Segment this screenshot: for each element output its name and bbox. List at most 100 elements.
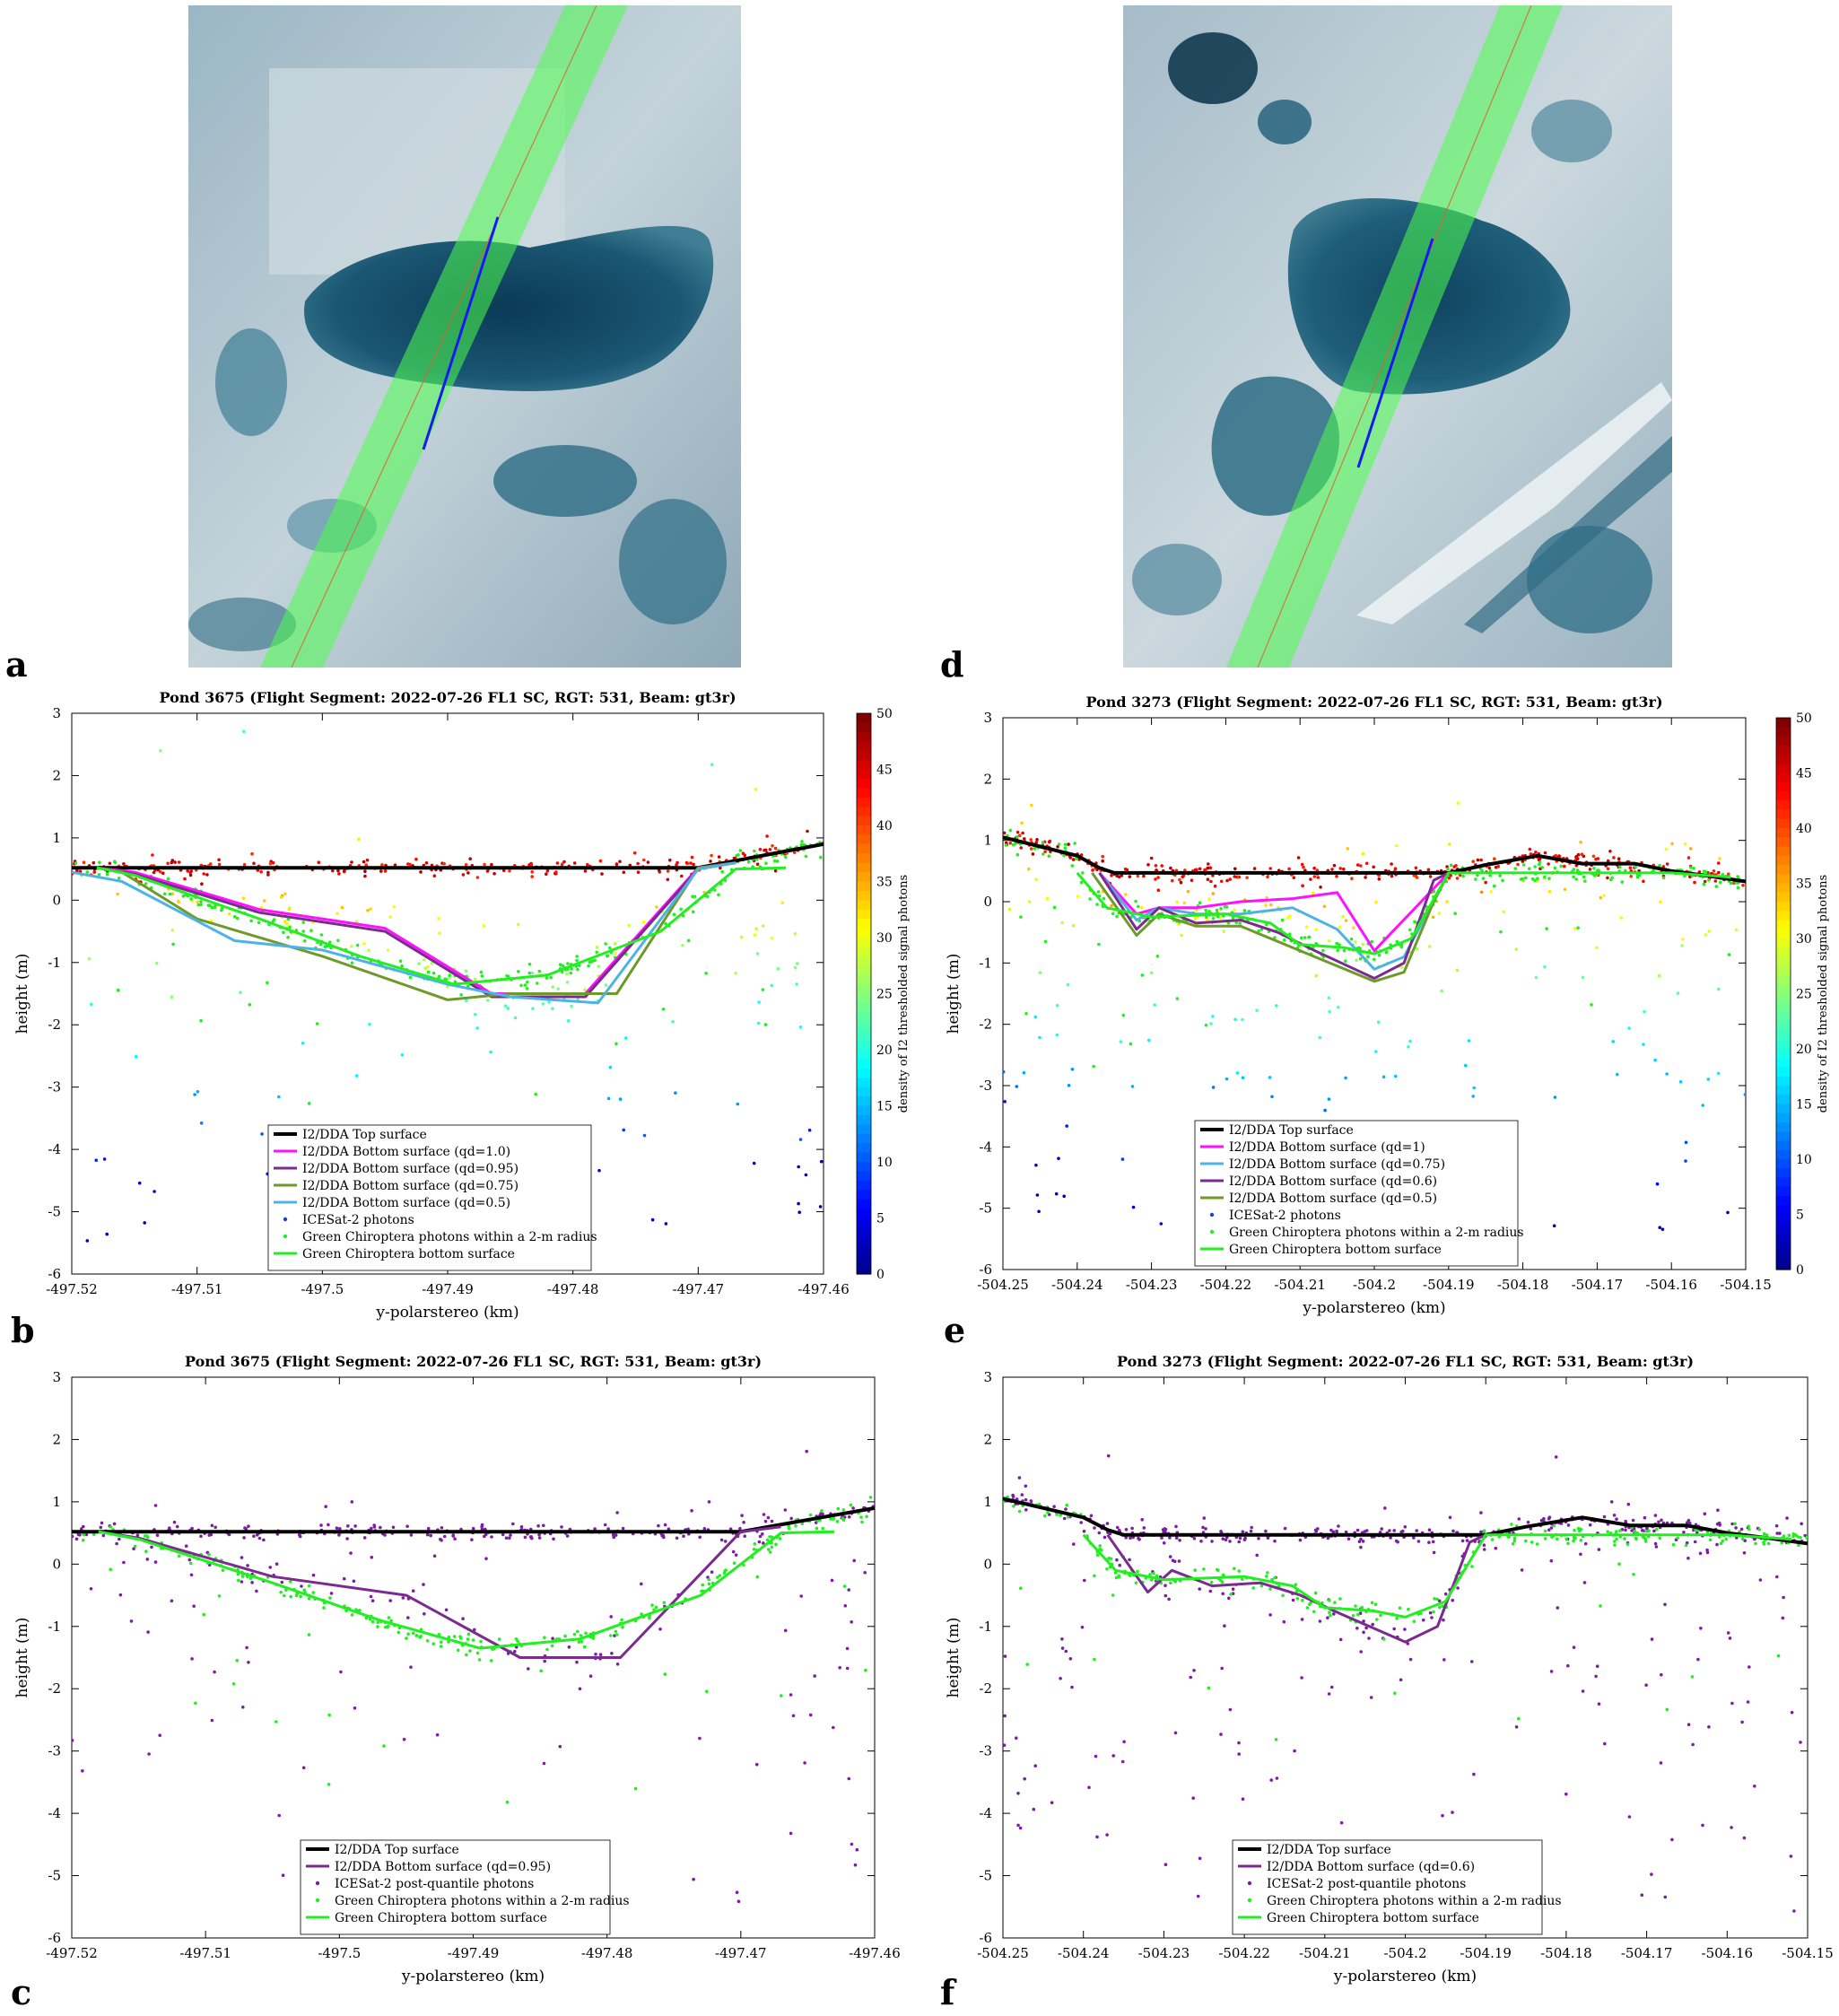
photon [1624,1528,1627,1532]
photon [1472,1772,1476,1776]
photon [513,1016,518,1020]
x-tick-label: -504.19 [1460,1945,1512,1961]
photon [539,1669,543,1673]
photon [1366,955,1370,958]
photon [528,1535,533,1539]
photon [1266,1571,1269,1575]
photon [796,962,799,965]
x-tick-label: -497.46 [849,1945,901,1961]
photon [1471,860,1475,863]
photon [196,903,201,907]
photon [1549,1670,1554,1673]
photon [1701,1823,1704,1828]
photon [453,1537,457,1540]
photon [1588,1523,1592,1527]
photon [1235,1071,1240,1075]
photon [562,860,566,864]
photon [1202,1567,1206,1571]
photon [227,912,231,916]
photon [1742,1836,1747,1840]
photon [1075,857,1078,860]
photon [1510,1523,1513,1526]
photon [1684,1543,1688,1548]
photon [1563,864,1566,868]
photon [1019,1586,1023,1590]
y-tick-label: -3 [48,1079,61,1095]
photon [1318,1035,1321,1040]
photon [1159,1222,1164,1226]
photon [1445,900,1449,903]
photon [213,1670,216,1674]
photon [1003,1069,1006,1074]
photon [202,1612,205,1617]
photon [1266,875,1269,879]
photon [572,1632,577,1636]
photon [1222,929,1225,934]
photon [369,907,372,911]
photon [1268,1076,1272,1079]
photon [1137,1538,1141,1541]
photon [1471,1095,1475,1098]
photon [1332,863,1337,868]
photon [667,1527,671,1531]
photon [376,1620,380,1625]
photon [1775,1575,1779,1579]
photon [232,914,237,919]
photon [266,981,269,985]
photon [579,1634,583,1637]
photon [566,1019,571,1023]
photon [257,921,261,925]
photon [166,861,170,866]
satellite-image-a-drawing [188,5,741,668]
photon [770,936,774,940]
photon [1703,879,1707,884]
photon [1724,1537,1728,1541]
photon [763,1023,768,1026]
photon [1034,841,1038,844]
photon [1381,1075,1386,1079]
colorbar-step [1776,1149,1791,1160]
photon [217,858,221,862]
photon [1670,842,1674,846]
photon [1268,867,1272,870]
photon [324,1505,328,1508]
photon [240,1580,244,1584]
photon [541,1002,545,1006]
photon [151,853,154,857]
photon [266,873,270,877]
photon [231,1682,236,1686]
photon [1576,852,1581,857]
photon [783,1508,788,1512]
photon [1177,1559,1181,1563]
photon [1007,907,1012,912]
photon [1643,1515,1647,1520]
photon [503,1004,508,1008]
photon [1249,1529,1253,1533]
photon [698,1736,702,1741]
photon [1328,938,1331,943]
photon [1629,875,1633,878]
photon [383,869,388,873]
photon [1536,879,1539,883]
photon [1265,895,1268,900]
photon [1287,867,1291,871]
photon [1241,1530,1245,1533]
photon [1003,831,1007,835]
photon [1686,856,1691,860]
colorbar-step [857,1105,871,1116]
photon [505,973,509,978]
photon [847,1588,850,1592]
colorbar-tick-label: 30 [1796,932,1812,947]
legend-swatch [283,1217,288,1222]
photon [567,1645,571,1649]
colorbar-step [857,1245,871,1256]
photon [765,1538,770,1542]
photon [1052,905,1057,910]
colorbar-step [857,1162,871,1173]
x-tick-label: -504.23 [1138,1945,1190,1961]
photon [409,1533,414,1537]
photon [569,971,573,975]
colorbar-step [857,872,871,883]
legend-swatch [315,1898,320,1903]
photon [1789,1855,1793,1858]
